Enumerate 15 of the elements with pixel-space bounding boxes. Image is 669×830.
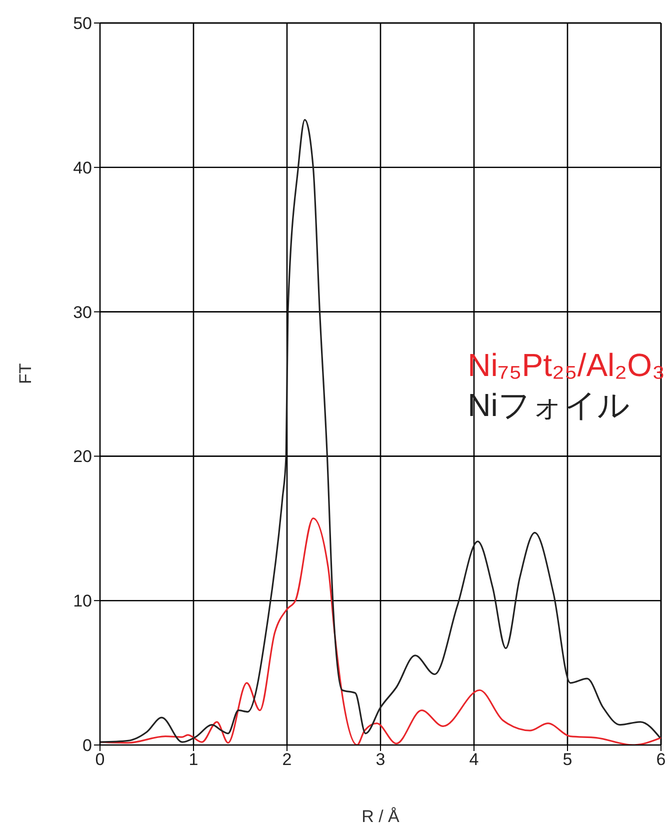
y-tick-label: 20 (73, 447, 92, 466)
x-tick-label: 6 (656, 750, 666, 770)
x-axis-title: R / Å (362, 807, 400, 826)
y-tick-label: 30 (73, 302, 92, 322)
x-tick-label: 4 (469, 750, 479, 770)
x-tick-label: 0 (95, 750, 105, 770)
y-tick-label: 10 (73, 592, 92, 611)
y-axis-title: FT (16, 363, 36, 384)
y-tick-label: 0 (82, 736, 92, 756)
y-tick-label: 50 (73, 14, 92, 34)
x-tick-label: 5 (562, 750, 572, 770)
x-tick-label: 1 (188, 750, 198, 770)
x-tick-label: 3 (376, 750, 386, 770)
y-tick-label: 40 (73, 158, 92, 178)
x-tick-label: 2 (282, 750, 292, 770)
